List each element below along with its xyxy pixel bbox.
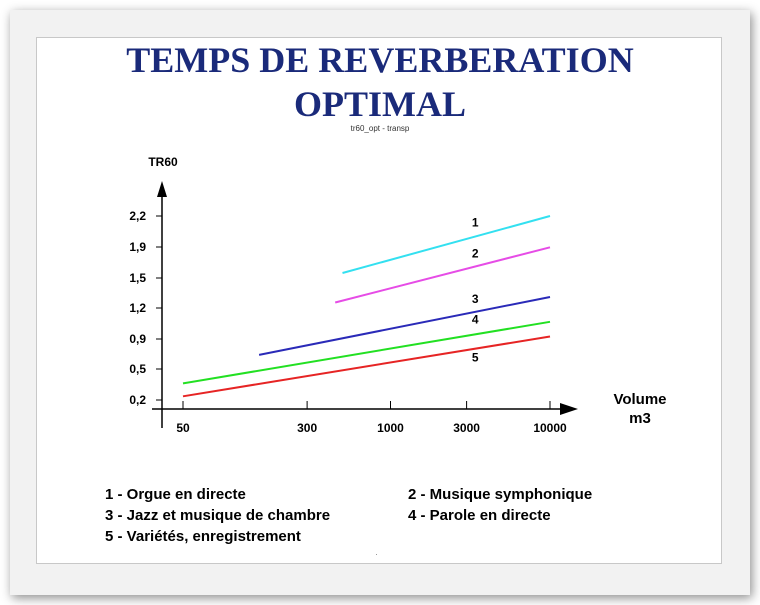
series-label-4: 4 <box>472 312 479 326</box>
series-label-1: 1 <box>472 216 479 230</box>
series-line-2 <box>334 246 551 304</box>
y-tick-label: 1,2 <box>129 301 146 315</box>
y-tick-label: 0,2 <box>129 393 146 407</box>
series-line-1 <box>342 215 551 274</box>
y-tick-label: 2,2 <box>129 209 146 223</box>
x-axis-arrow <box>560 403 578 415</box>
y-tick-label: 0,5 <box>129 362 146 376</box>
x-tick-label: 3000 <box>453 421 480 435</box>
x-axis-label-line1: Volume <box>613 391 666 408</box>
stray-dot <box>376 554 377 555</box>
chart-axes: 2,2 1,9 1,5 1,2 0,9 0,5 0,2 50 300 1000 3000 10000 T… <box>129 155 666 435</box>
series-line-3 <box>258 296 551 356</box>
legend-item-5: 5 - Variétés, enregistrement <box>105 528 301 545</box>
slide-frame <box>36 37 722 564</box>
chart-series: 1 2 3 4 5 <box>182 215 551 398</box>
y-tick-label: 1,9 <box>129 240 146 254</box>
legend-item-4: 4 - Parole en directe <box>408 507 551 524</box>
series-label-5: 5 <box>472 351 479 365</box>
chart-subtitle: tr60_opt - transp <box>350 124 410 133</box>
x-tick-label: 50 <box>176 421 190 435</box>
legend-item-1: 1 - Orgue en directe <box>105 486 246 503</box>
chart-title-line1: TEMPS DE REVERBERATION <box>126 40 634 80</box>
legend-item-2: 2 - Musique symphonique <box>408 486 593 503</box>
y-tick-label: 0,9 <box>129 332 146 346</box>
series-label-3: 3 <box>472 292 479 306</box>
chart-title-line2: OPTIMAL <box>293 84 466 124</box>
legend-item-3: 3 - Jazz et musique de chambre <box>105 507 331 524</box>
y-axis-arrow <box>157 181 167 197</box>
x-axis-label-line2: m3 <box>629 410 651 427</box>
series-label-2: 2 <box>472 246 479 260</box>
x-tick-label: 300 <box>297 421 317 435</box>
x-tick-label: 10000 <box>533 421 567 435</box>
series-line-4 <box>182 320 551 385</box>
x-tick-label: 1000 <box>377 421 404 435</box>
y-tick-label: 1,5 <box>129 271 146 285</box>
y-axis-label: TR60 <box>148 155 178 169</box>
series-line-5 <box>182 335 551 398</box>
